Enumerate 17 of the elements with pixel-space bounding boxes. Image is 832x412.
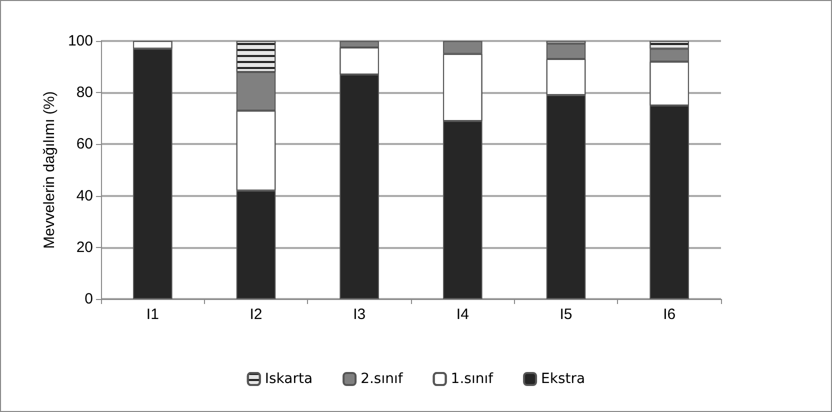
x-tick-label: I3 (353, 306, 366, 323)
legend-label: 2.sınıf (360, 371, 404, 387)
y-tick-label: 20 (76, 238, 93, 256)
x-tick-label: I1 (146, 306, 159, 323)
y-tick-label: 80 (76, 84, 93, 102)
y-tick-label: 100 (68, 32, 93, 50)
y-tick-label: 40 (76, 187, 93, 204)
x-tick-label: I5 (560, 306, 572, 323)
x-tick-label: I2 (250, 306, 262, 323)
y-tick-label: 0 (84, 290, 93, 308)
x-tick-label: I4 (456, 306, 469, 323)
y-axis-title: Mevvelerin dağılımı (%) (41, 91, 58, 249)
legend-label: 1.sınıf (450, 371, 494, 387)
y-tick-label: 60 (76, 136, 93, 153)
x-tick-label: I6 (663, 306, 676, 323)
legend-label: Ekstra (541, 371, 586, 387)
legend-label: Iskarta (264, 371, 313, 387)
